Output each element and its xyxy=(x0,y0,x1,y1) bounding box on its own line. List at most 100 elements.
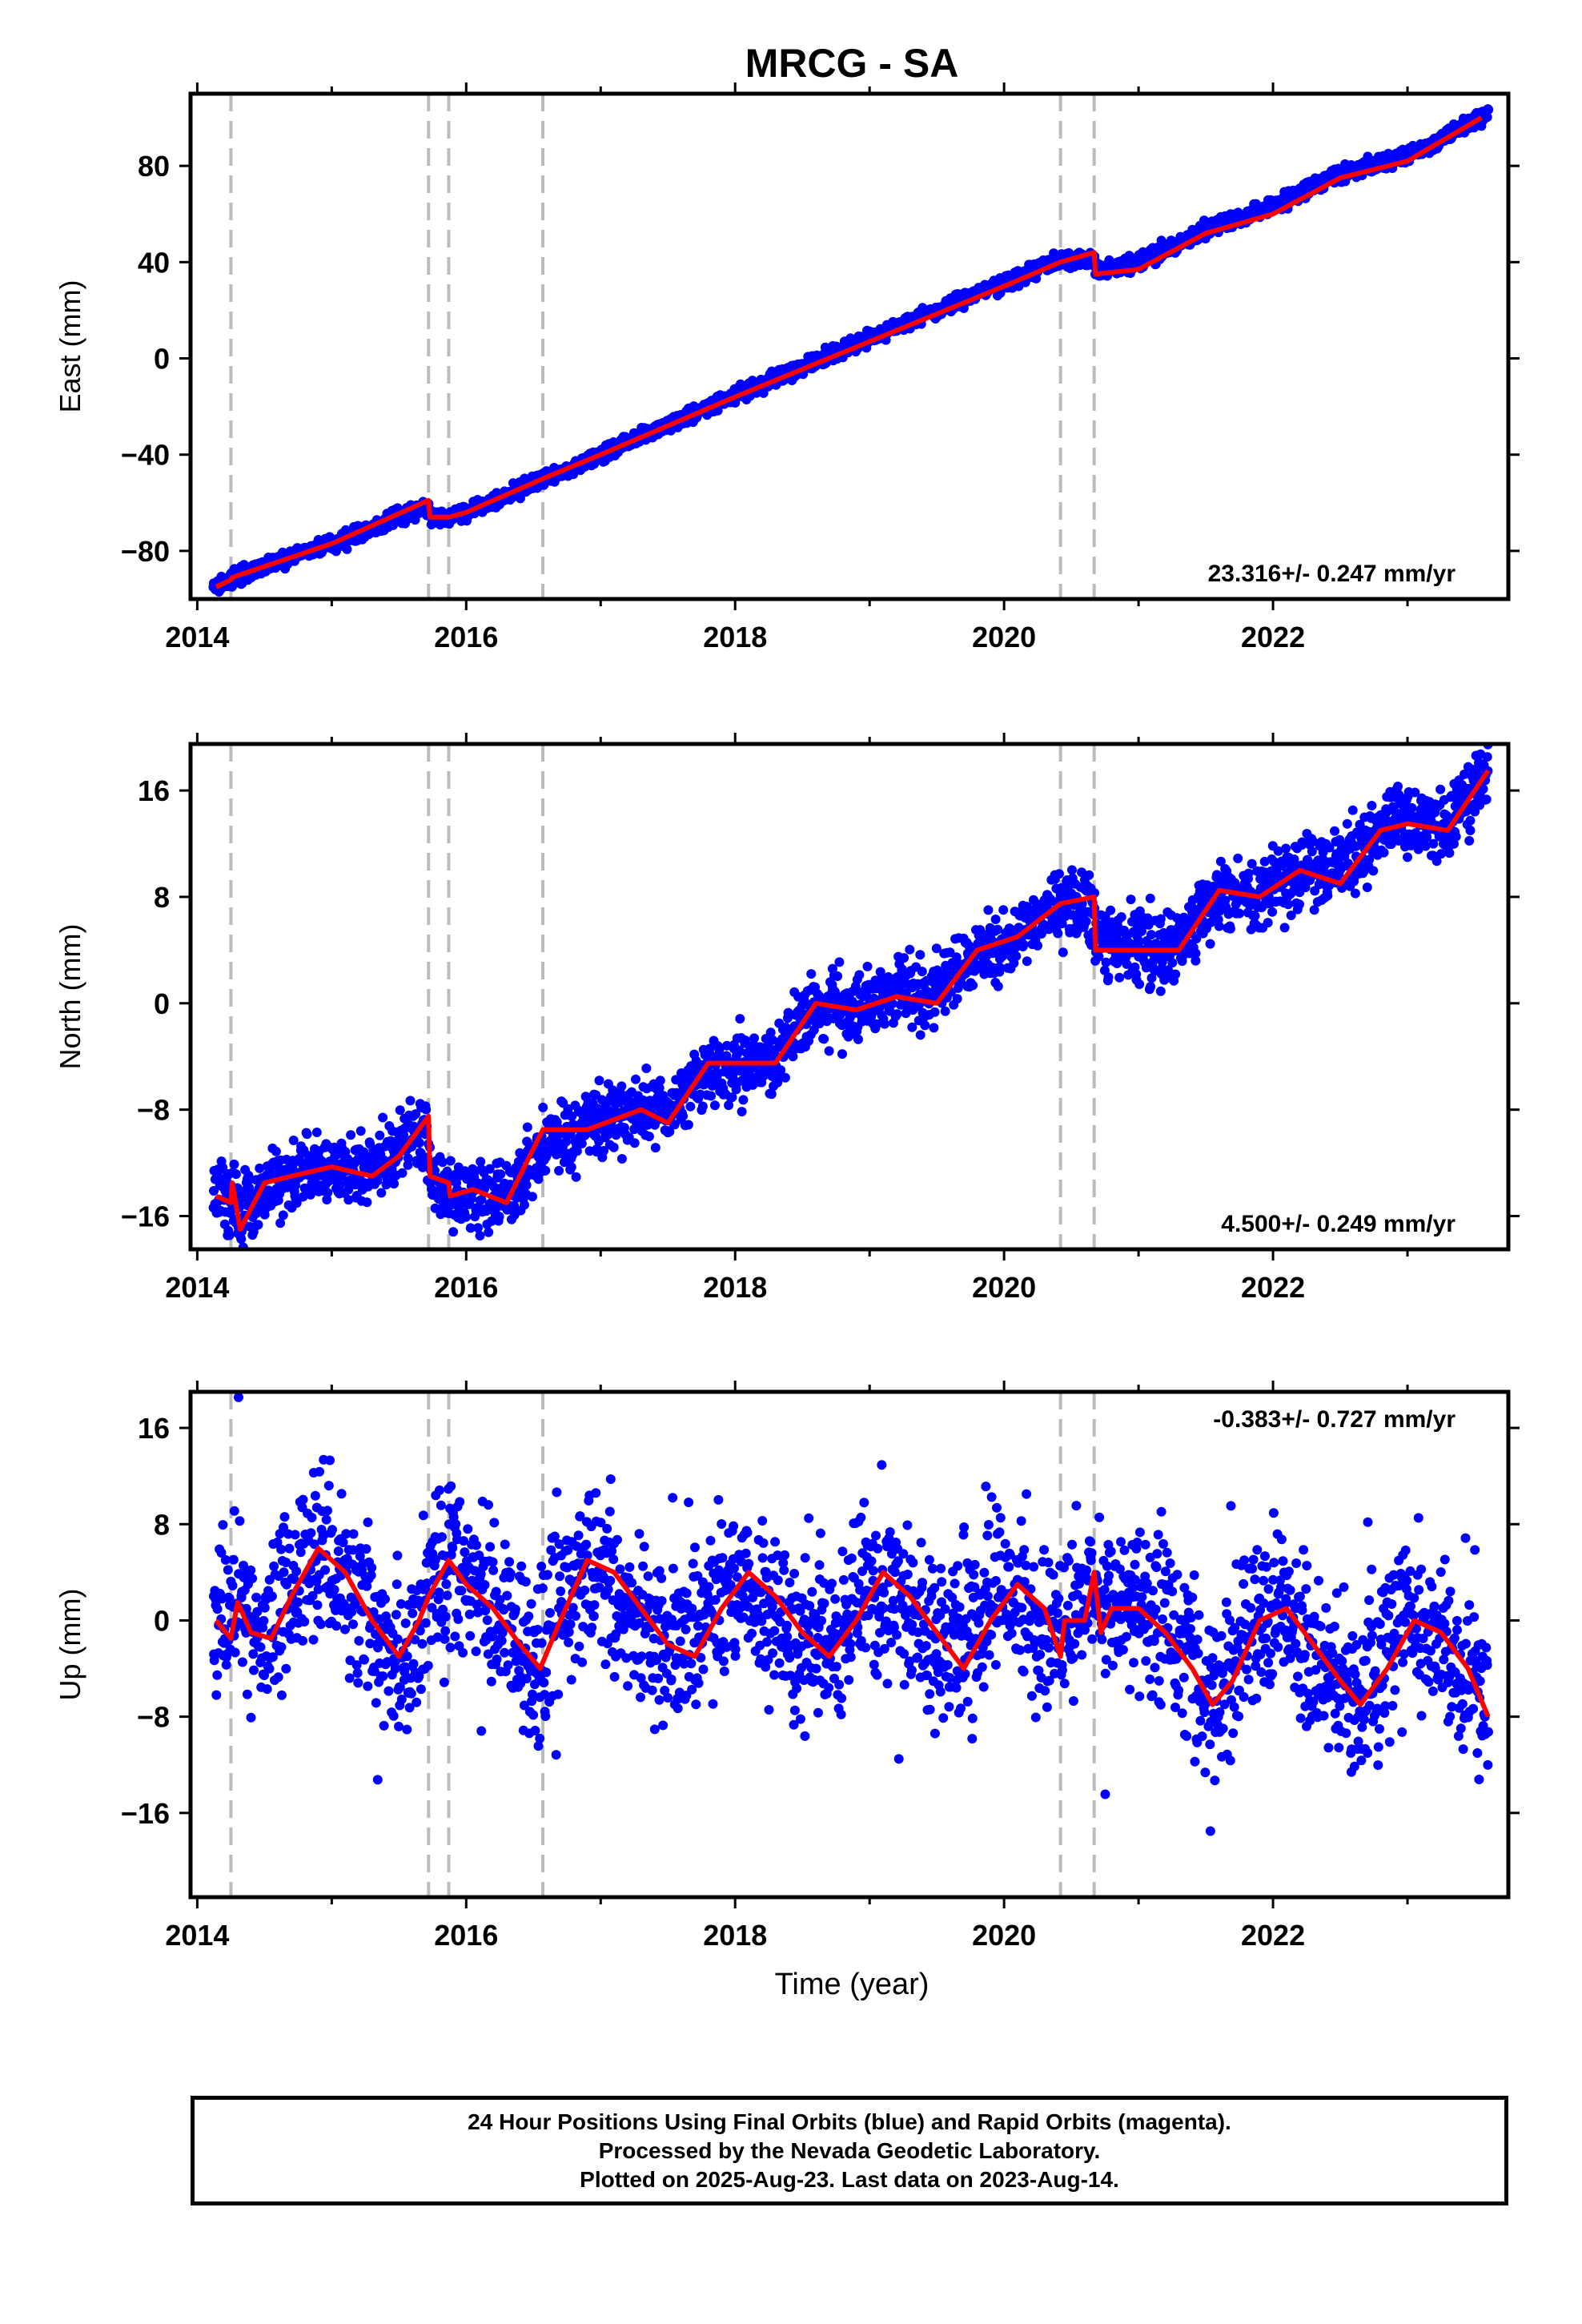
data-point xyxy=(854,970,865,980)
data-point xyxy=(516,493,525,504)
data-point xyxy=(1484,105,1494,115)
data-point xyxy=(1146,982,1156,991)
data-point xyxy=(819,1034,829,1044)
data-point xyxy=(236,1234,247,1244)
data-point xyxy=(788,1051,798,1062)
data-point xyxy=(411,1109,421,1120)
data-point xyxy=(988,948,998,959)
data-point xyxy=(837,1049,847,1059)
data-point xyxy=(1283,899,1294,910)
data-point xyxy=(522,1122,532,1132)
data-point xyxy=(1052,911,1062,922)
data-point xyxy=(1342,818,1352,829)
data-point xyxy=(738,1095,749,1105)
data-point xyxy=(737,1107,747,1117)
data-point xyxy=(1286,911,1296,920)
data-point xyxy=(278,1210,288,1220)
data-point xyxy=(993,981,1003,991)
data-point xyxy=(833,971,842,981)
y-tick-label: 0 xyxy=(154,343,170,376)
data-point xyxy=(448,1227,459,1237)
data-point xyxy=(1350,888,1360,899)
data-point xyxy=(872,1019,882,1029)
data-point xyxy=(599,1146,608,1156)
data-point xyxy=(1022,956,1032,967)
data-point xyxy=(311,1128,322,1137)
data-point xyxy=(727,1092,737,1103)
data-point xyxy=(1054,869,1064,879)
x-tick-label: 2014 xyxy=(165,621,229,653)
data-point xyxy=(253,1220,263,1230)
data-point xyxy=(1137,926,1146,936)
data-point xyxy=(1273,846,1283,856)
data-point xyxy=(915,950,926,960)
data-point xyxy=(1323,891,1333,901)
data-point xyxy=(355,1126,366,1136)
data-point xyxy=(1018,939,1029,950)
data-point xyxy=(1146,973,1157,983)
data-point xyxy=(990,915,1001,924)
data-point xyxy=(929,1023,939,1033)
data-point xyxy=(571,1172,581,1182)
data-point xyxy=(1084,870,1094,880)
data-point xyxy=(940,1006,950,1016)
data-point xyxy=(724,1100,734,1111)
data-point xyxy=(445,1156,456,1166)
data-point xyxy=(995,963,1005,973)
data-point xyxy=(1300,883,1311,893)
data-point xyxy=(824,1046,834,1056)
data-point xyxy=(1295,899,1304,910)
data-point xyxy=(920,1020,930,1031)
data-point xyxy=(376,1188,387,1198)
data-point xyxy=(494,1212,504,1221)
data-point xyxy=(397,1168,408,1178)
data-point xyxy=(1122,959,1132,969)
data-point xyxy=(346,1130,356,1140)
data-point xyxy=(806,969,817,979)
data-point xyxy=(616,1081,627,1092)
data-point xyxy=(1247,858,1257,869)
data-point xyxy=(917,967,927,977)
data-point xyxy=(1263,918,1273,928)
data-point xyxy=(809,1025,819,1035)
data-point xyxy=(362,1197,372,1208)
data-point xyxy=(528,1192,537,1202)
data-point xyxy=(608,1142,619,1152)
data-point xyxy=(1155,914,1166,924)
data-point xyxy=(343,1195,354,1205)
data-point xyxy=(209,1186,219,1196)
data-point xyxy=(776,1065,786,1076)
data-point xyxy=(1205,939,1215,949)
data-point xyxy=(475,1231,485,1240)
data-point xyxy=(1053,928,1063,939)
data-point xyxy=(1233,853,1243,863)
data-point xyxy=(650,1143,661,1153)
data-point xyxy=(765,1027,776,1038)
data-point xyxy=(421,1104,432,1115)
data-point xyxy=(683,1120,693,1130)
data-point xyxy=(567,1112,577,1122)
data-point xyxy=(229,1159,239,1169)
data-point xyxy=(1347,805,1358,815)
data-point xyxy=(323,1188,333,1198)
data-point xyxy=(521,1180,532,1190)
x-tick-label: 2022 xyxy=(1241,621,1305,653)
data-point xyxy=(1343,858,1353,869)
data-point xyxy=(375,1130,385,1140)
data-point xyxy=(734,1045,745,1055)
data-point xyxy=(616,1154,627,1164)
data-point xyxy=(291,1180,301,1190)
data-point xyxy=(1058,947,1068,958)
plot-area xyxy=(208,744,1493,1249)
data-point xyxy=(1101,957,1111,967)
data-point xyxy=(655,1076,665,1086)
data-point xyxy=(1167,958,1178,968)
data-point xyxy=(255,1163,265,1173)
data-point xyxy=(1106,905,1116,915)
data-point xyxy=(915,1030,926,1040)
data-point xyxy=(1235,908,1245,919)
data-point xyxy=(945,947,955,958)
data-point xyxy=(572,1146,582,1156)
